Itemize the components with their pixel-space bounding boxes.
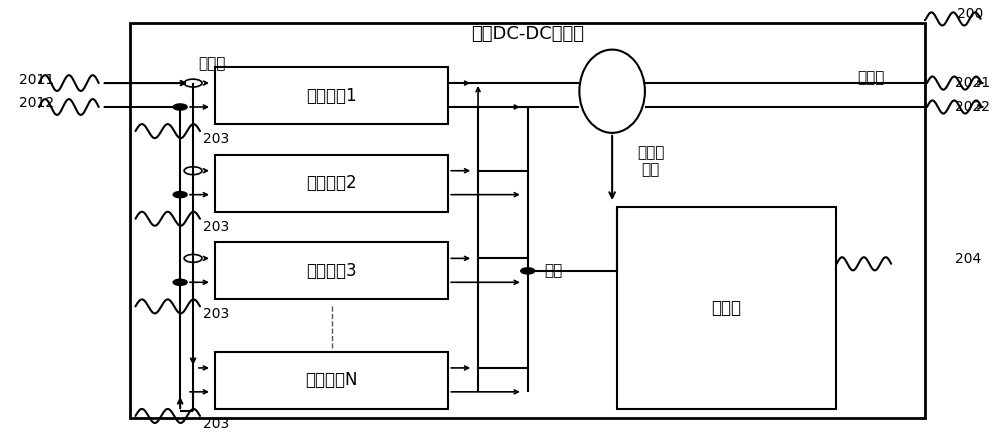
Text: 总输出
功率: 总输出 功率: [637, 145, 664, 178]
Text: 200: 200: [957, 7, 983, 21]
Text: 转换模块2: 转换模块2: [306, 174, 357, 192]
Circle shape: [173, 191, 187, 198]
Text: 转换模块1: 转换模块1: [306, 86, 357, 105]
Text: 203: 203: [203, 307, 229, 321]
Text: 203: 203: [203, 220, 229, 234]
Text: 2022: 2022: [955, 100, 990, 114]
Bar: [130, 23, 925, 418]
Text: 204: 204: [955, 252, 981, 266]
Text: 通讯: 通讯: [544, 263, 562, 278]
Text: 2011: 2011: [19, 73, 55, 86]
Text: 203: 203: [203, 417, 229, 431]
Bar: [215, 352, 448, 409]
Text: 输出端: 输出端: [857, 70, 885, 85]
Bar: [215, 67, 448, 124]
Bar: [215, 243, 448, 299]
Text: 转换模块3: 转换模块3: [306, 262, 357, 280]
Circle shape: [173, 104, 187, 110]
Bar: [215, 155, 448, 212]
Text: 2021: 2021: [955, 76, 990, 90]
Text: 2012: 2012: [19, 97, 54, 111]
Ellipse shape: [579, 49, 645, 133]
Text: 转换模块N: 转换模块N: [305, 371, 358, 389]
Text: 输入端: 输入端: [198, 56, 225, 71]
Circle shape: [521, 268, 535, 274]
Text: 203: 203: [203, 132, 229, 146]
Circle shape: [173, 279, 187, 285]
Bar: [617, 207, 836, 409]
Text: 双向DC-DC变换器: 双向DC-DC变换器: [471, 25, 584, 43]
Text: 主控板: 主控板: [711, 299, 741, 317]
